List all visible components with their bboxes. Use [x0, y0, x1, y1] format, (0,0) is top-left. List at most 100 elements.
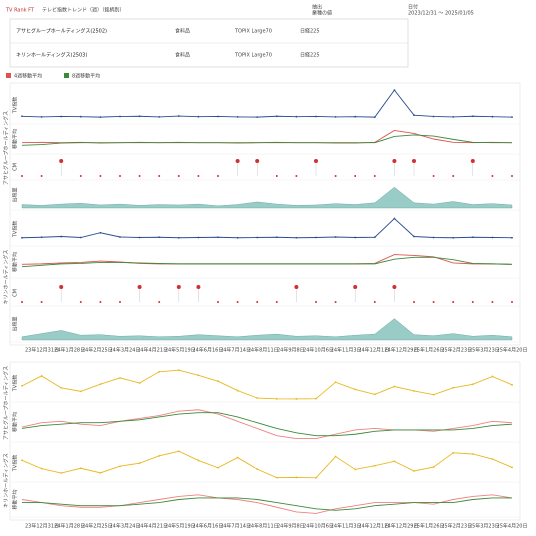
point [295, 476, 298, 479]
point [432, 466, 435, 468]
brand: TV Rank FT [5, 8, 35, 14]
legend-label: 8週移動平均 [72, 73, 100, 80]
event-pin [392, 159, 397, 163]
event-dot [511, 175, 513, 177]
event-dot [217, 301, 219, 303]
event-dot [99, 301, 102, 303]
event-pin [470, 159, 475, 163]
point [393, 385, 396, 388]
event-dot [452, 175, 455, 177]
point [119, 115, 121, 118]
point [295, 398, 298, 400]
point [432, 393, 435, 396]
bottom-panel [9, 361, 521, 521]
x-tick-label: 25年1月26日 [414, 523, 445, 530]
event-dot [256, 301, 259, 303]
event-pin [412, 159, 416, 163]
point [491, 115, 494, 118]
point [413, 390, 415, 392]
point [99, 116, 102, 119]
line-series [21, 89, 513, 118]
page-title: テレビ指数トレンド（週）（銘柄別） [42, 7, 125, 14]
x-tick-label: 24年12月29日 [384, 347, 418, 354]
point [511, 383, 513, 386]
event-pin [294, 285, 299, 289]
line-series [22, 497, 512, 511]
point [236, 389, 239, 392]
event-dot [79, 175, 82, 177]
point [354, 115, 357, 118]
point [236, 116, 239, 118]
event-pin [235, 159, 240, 163]
point [217, 380, 219, 383]
point [334, 381, 337, 384]
x-tick-label: 24年10月6日 [303, 347, 334, 354]
point [491, 236, 494, 239]
event-pin [392, 285, 397, 289]
event-dot [275, 175, 278, 177]
x-tick-label: 24年4月21日 [137, 347, 168, 354]
line-series [21, 450, 513, 479]
point [197, 115, 200, 118]
point [99, 383, 102, 386]
event-dot [334, 301, 337, 303]
point [256, 116, 259, 119]
y-axis-label: TV指数 [12, 375, 19, 392]
point [432, 115, 435, 118]
event-pin [196, 285, 201, 289]
point [138, 115, 141, 118]
point [21, 384, 23, 387]
point [275, 236, 278, 239]
point [373, 116, 376, 119]
x-tick-label: 24年12月1日 [358, 347, 389, 354]
event-pin [314, 159, 318, 163]
x-tick-label: 24年3月24日 [109, 347, 140, 354]
point [295, 236, 298, 239]
point [236, 456, 239, 459]
point [275, 397, 278, 400]
point [393, 217, 396, 220]
y-axis-label: 移動平均 [12, 489, 19, 509]
event-dot [99, 175, 102, 177]
point [138, 382, 141, 384]
event-dot [315, 301, 317, 303]
point [60, 115, 63, 118]
point [119, 377, 121, 379]
point [217, 115, 219, 118]
point [60, 386, 63, 389]
point [511, 116, 513, 119]
point [432, 236, 435, 239]
point [471, 453, 474, 455]
company-name[interactable]: キリンホールディングス(2503) [16, 52, 87, 59]
point [119, 465, 121, 468]
point [491, 375, 494, 378]
point [236, 236, 239, 239]
x-tick-label: 24年6月16日 [192, 347, 223, 354]
point [413, 470, 415, 472]
point [197, 236, 200, 239]
event-dot [21, 175, 23, 177]
x-tick-label: 24年5月19日 [165, 523, 196, 530]
y-axis-label: TV指数 [12, 455, 19, 472]
point [177, 236, 180, 239]
company-name[interactable]: アサヒグループホールディングス(2502) [16, 28, 107, 35]
point [471, 115, 474, 118]
y-axis-label: 出稿量 [12, 316, 19, 331]
event-dot [158, 301, 161, 303]
point [177, 115, 180, 117]
event-dot [354, 175, 357, 177]
top-panel [9, 82, 521, 346]
event-pin [59, 159, 64, 163]
line-series [21, 217, 513, 239]
event-dot [197, 175, 200, 177]
date-value: 2023/12/31 ～ 2025/01/05 [408, 11, 474, 17]
point [21, 236, 23, 239]
point [177, 369, 180, 372]
point [413, 235, 415, 238]
company-side-label: キリンホールディングス [3, 250, 10, 305]
point [354, 236, 357, 239]
event-dot [217, 175, 219, 177]
point [158, 370, 161, 373]
y-axis-label: 移動平均 [12, 252, 19, 272]
